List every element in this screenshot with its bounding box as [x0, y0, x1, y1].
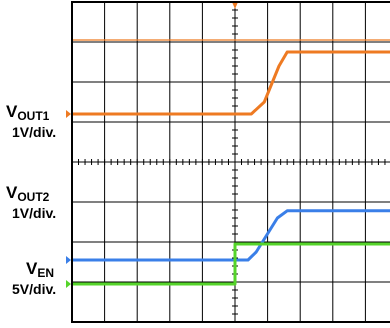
- ground-marker-ven: [66, 280, 71, 288]
- label-vout2-scale: 1V/div.: [12, 205, 56, 221]
- ground-marker-vout2: [66, 256, 71, 264]
- label-vout2-name: VOUT2: [6, 183, 50, 204]
- trace-vout1: [72, 50, 390, 116]
- ground-marker-vout1: [66, 110, 71, 118]
- trace-ven: [72, 242, 390, 286]
- label-ven-name: VEN: [26, 259, 54, 280]
- label-vout1-name: VOUT1: [6, 102, 50, 123]
- label-ven: VEN 5V/div.: [12, 259, 56, 297]
- waveform-traces: [72, 50, 390, 286]
- graticule-frame: [71, 1, 390, 323]
- label-ven-scale: 5V/div.: [12, 281, 56, 297]
- trace-vout2: [72, 209, 390, 262]
- label-vout1: VOUT1 1V/div.: [6, 102, 56, 140]
- label-vout2: VOUT2 1V/div.: [6, 183, 56, 221]
- label-vout1-scale: 1V/div.: [12, 124, 56, 140]
- ground-markers: [66, 110, 71, 288]
- trigger-marker: [232, 2, 238, 9]
- graticule-center-ticks: [71, 1, 386, 323]
